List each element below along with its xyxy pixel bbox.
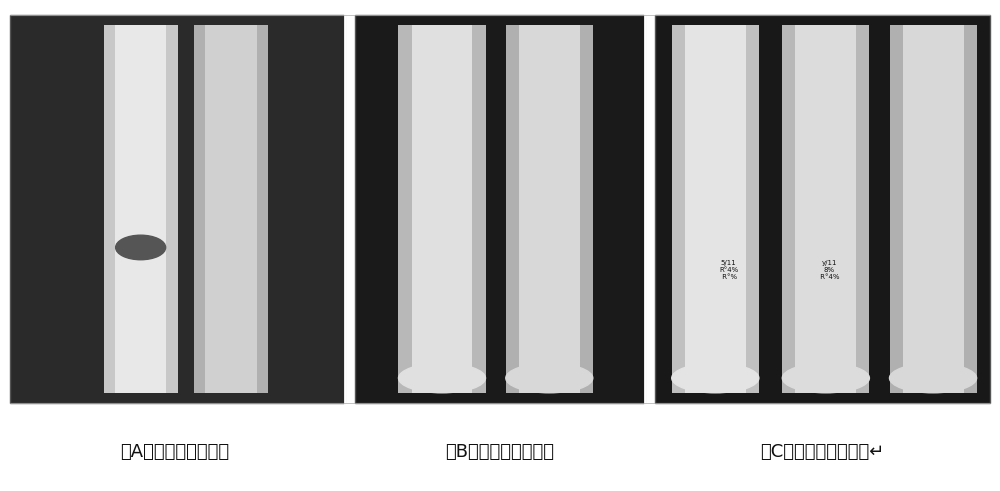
Bar [782,25,869,393]
Text: y/11
8%
 R°4%: y/11 8% R°4% [818,260,840,280]
Bar [10,15,345,403]
Text: （A）黑、白颗粒现象: （A）黑、白颗粒现象 [120,443,230,461]
Bar [672,25,759,393]
Ellipse shape [398,363,485,393]
Ellipse shape [506,363,593,393]
Bar [903,25,964,393]
Bar [205,25,257,393]
Ellipse shape [890,363,977,393]
Bar [398,25,486,393]
Circle shape [116,235,166,260]
Bar [194,25,268,393]
Bar [412,25,472,393]
Bar [506,25,593,393]
Text: （B）菌丝沙漠化现象: （B）菌丝沙漠化现象 [446,443,554,461]
Text: （C）培养基白斑现象↵: （C）培养基白斑现象↵ [760,443,884,461]
Bar [115,25,166,393]
Text: 5/11
R°4%
 R°%: 5/11 R°4% R°% [719,260,738,280]
Bar [890,25,977,393]
Ellipse shape [672,363,759,393]
Bar [655,15,990,403]
Bar [355,15,645,403]
Bar [795,25,856,393]
Bar [104,25,178,393]
Ellipse shape [782,363,869,393]
Bar [685,25,746,393]
Bar [519,25,580,393]
